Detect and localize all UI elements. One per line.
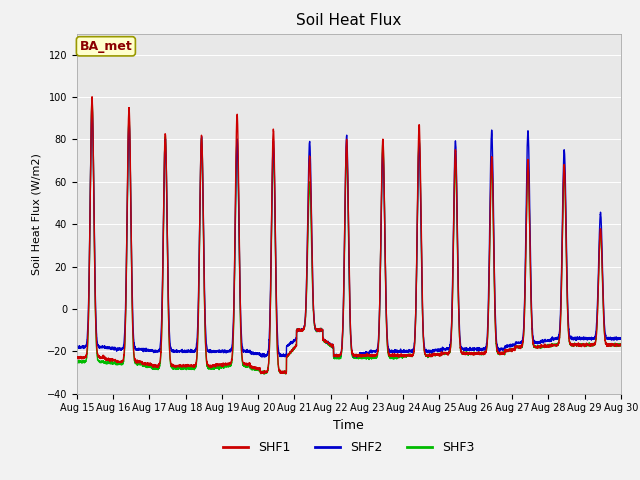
Line: SHF1: SHF1	[77, 97, 621, 374]
SHF2	[502, 345, 509, 350]
SHF1	[329, 344, 337, 349]
SHF2	[88, 103, 96, 108]
SHF2	[353, 354, 360, 360]
SHF3	[471, 350, 479, 356]
SHF2	[329, 341, 337, 347]
SHF1	[171, 363, 179, 369]
SHF2	[471, 347, 479, 352]
SHF3	[502, 348, 509, 354]
Legend: SHF1, SHF2, SHF3: SHF1, SHF2, SHF3	[218, 436, 480, 459]
Y-axis label: Soil Heat Flux (W/m2): Soil Heat Flux (W/m2)	[31, 153, 41, 275]
SHF1	[617, 342, 625, 348]
SHF3	[73, 358, 81, 364]
SHF2	[171, 349, 179, 355]
Text: BA_met: BA_met	[79, 40, 132, 53]
SHF3	[617, 343, 625, 348]
SHF3	[441, 351, 449, 357]
Line: SHF3: SHF3	[77, 101, 621, 374]
SHF2	[616, 336, 624, 342]
SHF3	[260, 371, 268, 377]
Title: Soil Heat Flux: Soil Heat Flux	[296, 13, 401, 28]
SHF3	[171, 365, 179, 371]
Line: SHF2: SHF2	[77, 106, 621, 357]
SHF2	[617, 336, 625, 342]
SHF3	[88, 98, 96, 104]
SHF2	[441, 347, 449, 352]
SHF3	[329, 344, 337, 350]
SHF1	[73, 354, 81, 360]
SHF1	[282, 371, 290, 377]
SHF3	[616, 343, 624, 348]
SHF1	[471, 351, 479, 357]
SHF1	[502, 349, 509, 355]
X-axis label: Time: Time	[333, 419, 364, 432]
SHF1	[88, 94, 96, 100]
SHF2	[73, 344, 81, 350]
SHF1	[441, 350, 449, 356]
SHF1	[616, 341, 624, 347]
